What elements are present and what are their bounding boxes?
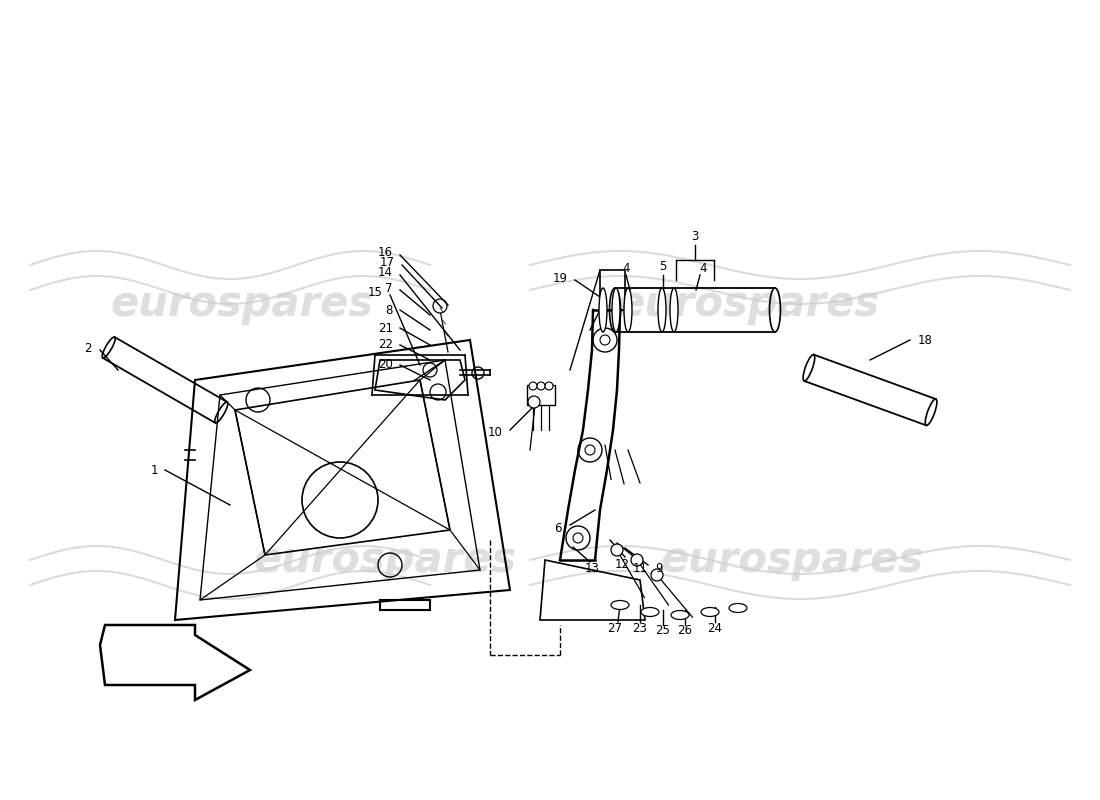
Text: 24: 24 <box>707 622 723 634</box>
Text: 22: 22 <box>378 338 393 351</box>
Text: 25: 25 <box>656 625 670 638</box>
Circle shape <box>537 382 544 390</box>
Text: 5: 5 <box>659 261 667 274</box>
Circle shape <box>528 396 540 408</box>
Ellipse shape <box>610 601 629 610</box>
Text: 4: 4 <box>700 262 706 274</box>
Circle shape <box>544 382 553 390</box>
Text: 9: 9 <box>654 562 662 574</box>
Text: 10: 10 <box>488 426 503 438</box>
Text: 7: 7 <box>385 282 393 294</box>
Text: 16: 16 <box>378 246 393 258</box>
Text: 6: 6 <box>554 522 562 534</box>
Circle shape <box>529 382 537 390</box>
Text: 12: 12 <box>615 558 629 570</box>
Text: 23: 23 <box>632 622 648 634</box>
Text: 17: 17 <box>379 257 395 270</box>
Ellipse shape <box>658 288 666 332</box>
Text: 2: 2 <box>85 342 92 354</box>
Ellipse shape <box>600 288 607 332</box>
Circle shape <box>433 299 447 313</box>
Text: 14: 14 <box>378 266 393 278</box>
Text: 18: 18 <box>918 334 933 346</box>
Text: 19: 19 <box>553 271 568 285</box>
Text: 4: 4 <box>623 262 629 274</box>
Text: 1: 1 <box>151 463 158 477</box>
Text: 13: 13 <box>584 562 600 574</box>
Text: 11: 11 <box>632 562 648 574</box>
Ellipse shape <box>670 288 678 332</box>
Ellipse shape <box>612 288 620 332</box>
Circle shape <box>651 569 663 581</box>
Text: 21: 21 <box>378 322 393 334</box>
Text: 20: 20 <box>378 358 393 371</box>
Ellipse shape <box>701 607 719 617</box>
Text: 8: 8 <box>386 303 393 317</box>
Circle shape <box>610 544 623 556</box>
Text: 3: 3 <box>691 230 698 243</box>
Ellipse shape <box>641 607 659 617</box>
Ellipse shape <box>671 610 689 619</box>
Ellipse shape <box>729 603 747 613</box>
Text: eurospares: eurospares <box>253 539 517 581</box>
Text: 15: 15 <box>368 286 383 299</box>
Text: eurospares: eurospares <box>616 283 880 325</box>
Ellipse shape <box>624 288 632 332</box>
Circle shape <box>631 554 644 566</box>
Text: 26: 26 <box>678 625 693 638</box>
Text: 27: 27 <box>607 622 623 634</box>
Text: eurospares: eurospares <box>660 539 924 581</box>
Text: eurospares: eurospares <box>110 283 374 325</box>
